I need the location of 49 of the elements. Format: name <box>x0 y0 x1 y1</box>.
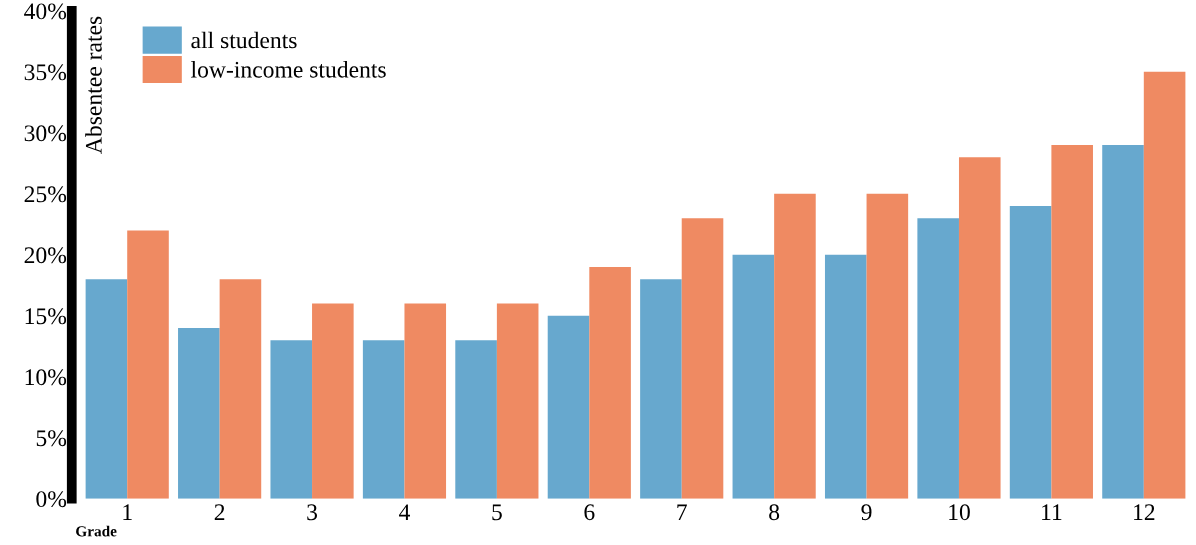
bar <box>312 303 354 499</box>
bar <box>1009 206 1052 499</box>
bar <box>178 327 220 499</box>
bar <box>85 279 128 499</box>
bar <box>732 254 775 499</box>
bar <box>127 230 169 499</box>
x-tick-label: 5 <box>492 504 502 521</box>
y-tick-label: 35% <box>24 64 67 81</box>
y-tick-label: 0% <box>36 491 67 508</box>
x-tick-label: 9 <box>861 504 872 521</box>
x-tick-label: 1 <box>123 504 132 520</box>
x-axis-title: Grade <box>76 525 117 537</box>
bar <box>681 218 724 499</box>
x-tick-label: 11 <box>1042 504 1062 520</box>
bar <box>824 254 867 499</box>
bar <box>774 193 816 499</box>
bar <box>455 340 497 499</box>
y-tick-label: 10% <box>25 369 67 386</box>
bar <box>1051 145 1093 499</box>
legend-label: low-income students <box>191 61 386 78</box>
bar <box>547 315 590 499</box>
y-tick-label: 20% <box>24 247 67 264</box>
y-tick-label: 5% <box>36 430 67 447</box>
y-tick-label: 15% <box>25 308 67 325</box>
y-tick-label: 25% <box>24 186 67 203</box>
x-tick-label: 3 <box>307 504 318 521</box>
bar <box>589 266 631 499</box>
legend-label: all students <box>191 31 297 49</box>
x-tick-label: 8 <box>769 504 780 521</box>
bar <box>640 279 682 499</box>
bar <box>496 303 539 499</box>
bar <box>1143 71 1186 499</box>
y-tick-label: 40% <box>24 3 67 20</box>
x-tick-label: 7 <box>677 504 687 520</box>
bar <box>362 340 405 499</box>
bar <box>270 340 313 499</box>
x-tick-label: 6 <box>584 504 595 521</box>
bar <box>219 279 262 499</box>
bar <box>404 303 447 499</box>
bar <box>866 193 909 499</box>
x-tick-label: 10 <box>949 504 970 521</box>
y-axis-title: Absentee rates <box>85 16 102 154</box>
y-tick-label: 30% <box>24 125 67 142</box>
x-tick-label: 2 <box>214 504 225 520</box>
bar <box>1102 145 1144 499</box>
x-tick-label: 4 <box>399 504 410 520</box>
x-tick-label: 12 <box>1134 504 1155 520</box>
bar <box>958 157 1001 499</box>
bar <box>917 218 959 499</box>
